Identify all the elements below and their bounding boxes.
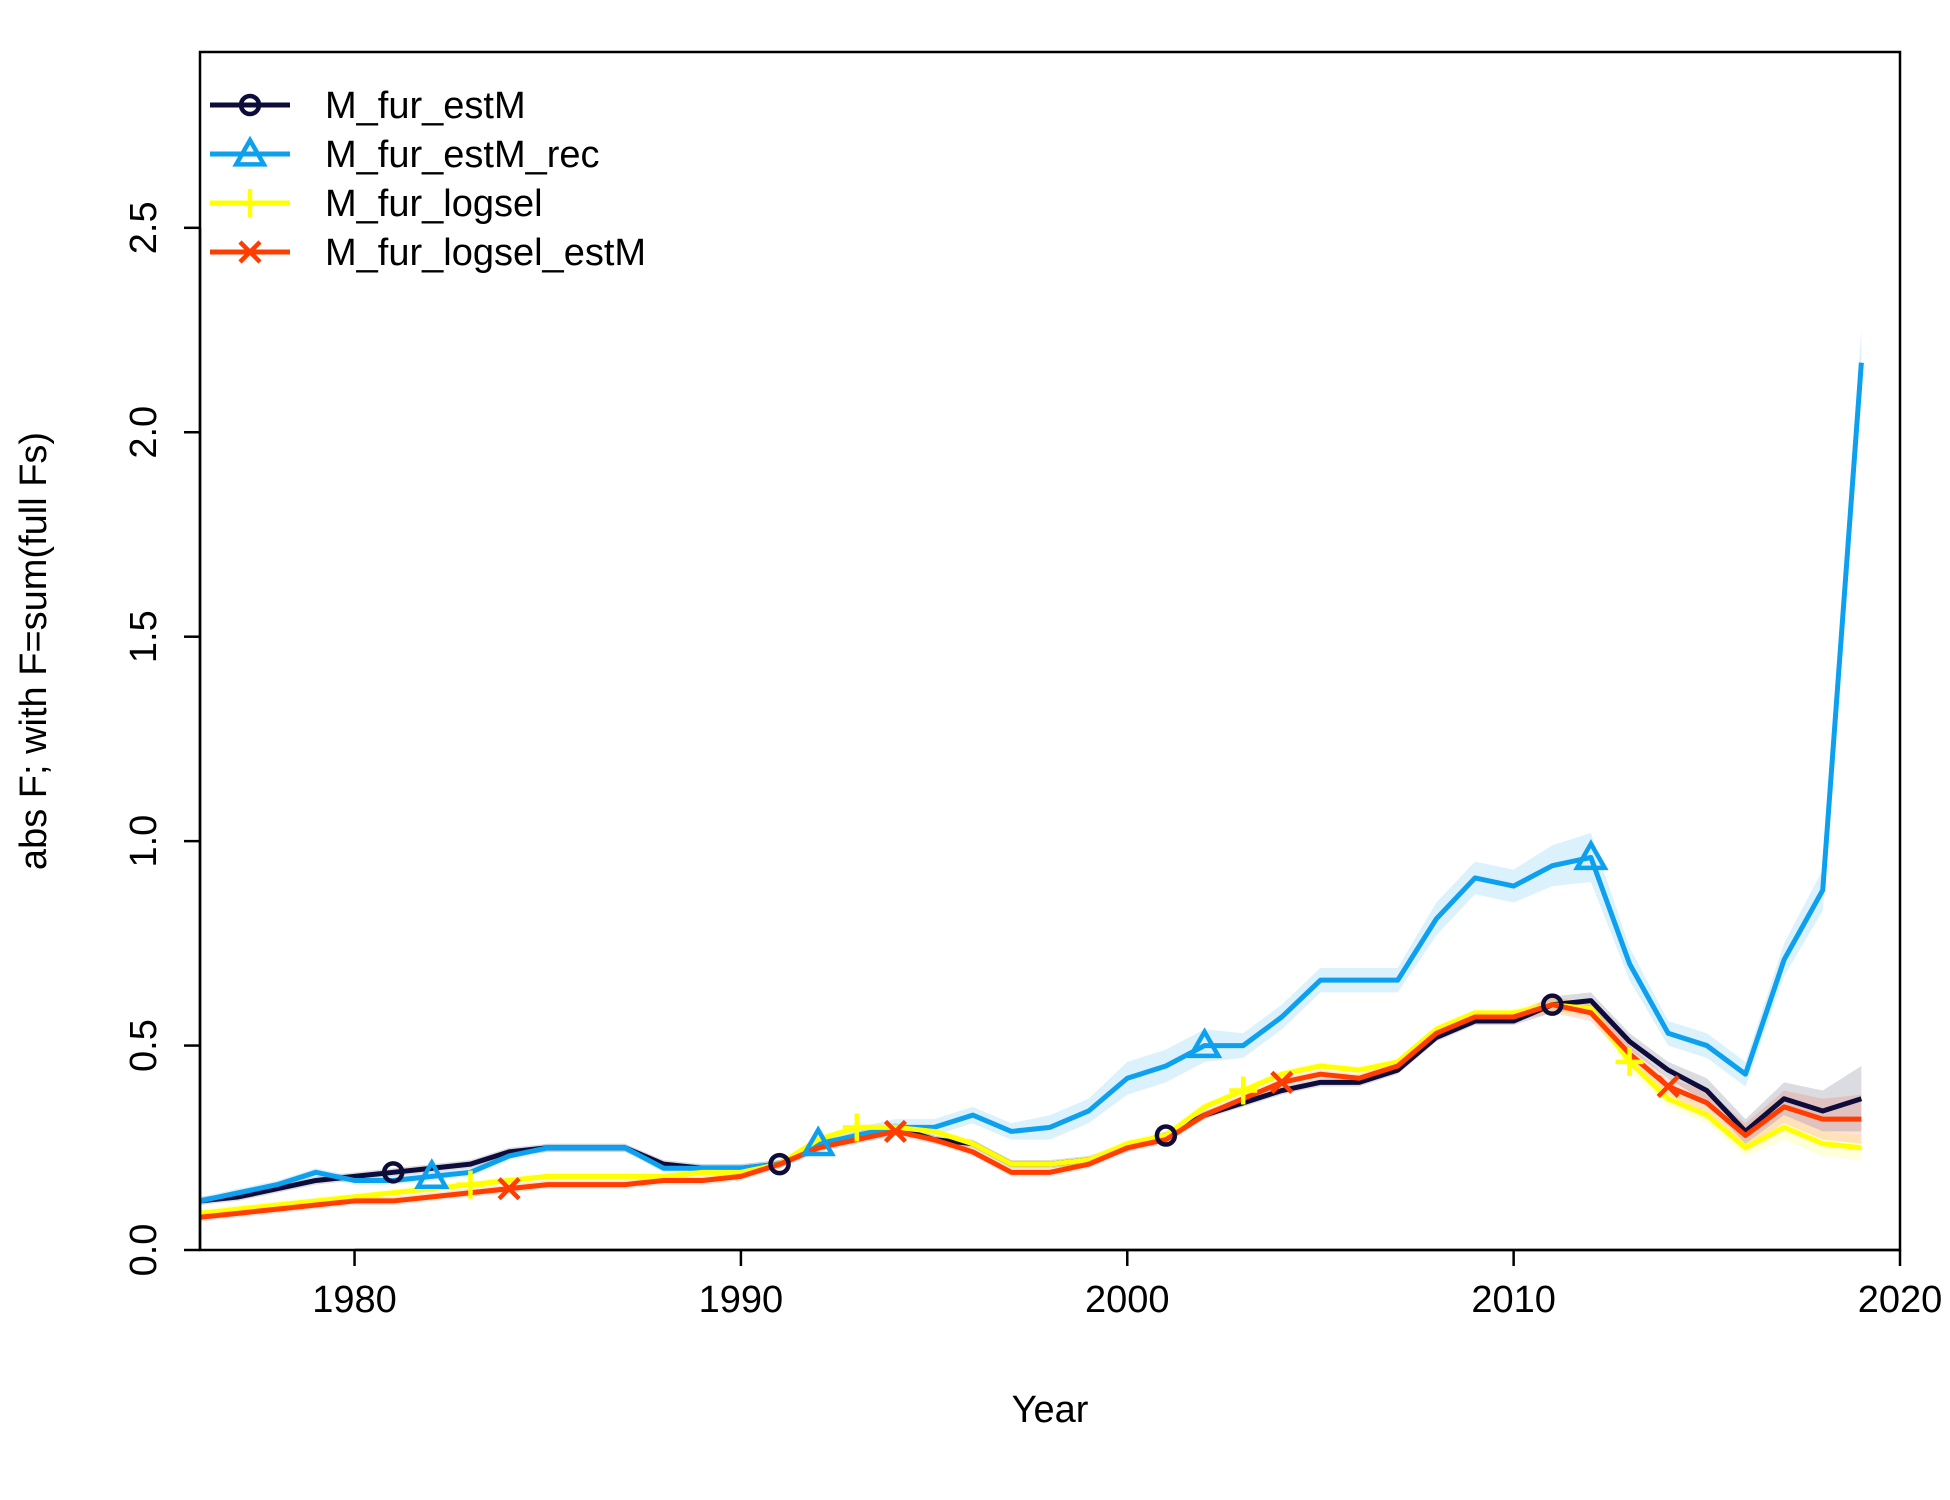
x-tick-label: 2010 <box>1471 1279 1556 1321</box>
y-tick-label: 1.0 <box>123 815 165 868</box>
legend-marker-1 <box>232 135 268 167</box>
series-point-0 <box>1541 993 1564 1016</box>
x-tick-label: 2000 <box>1085 1279 1170 1321</box>
legend: M_fur_estM M_fur_estM_rec M_fur_logsel M_fu… <box>210 85 646 274</box>
series-point-3 <box>497 1177 521 1201</box>
series-point-1 <box>800 1125 836 1157</box>
y-axis-label: abs F; with F=sum(full Fs) <box>13 432 55 870</box>
series-markers <box>381 839 1680 1201</box>
y-axis: 0.0 0.5 1.0 1.5 2.0 2.5 <box>123 201 202 1277</box>
series-point-0 <box>768 1152 791 1176</box>
x-tick-label: 1990 <box>699 1279 784 1321</box>
series-band-0 <box>200 992 1862 1206</box>
y-tick-label: 2.5 <box>123 201 165 254</box>
series-point-0 <box>381 1161 405 1184</box>
legend-label-2: M_fur_logsel <box>325 183 543 225</box>
confidence-bands <box>200 330 1862 1222</box>
series-lines <box>199 362 1864 1220</box>
series-point-2 <box>1615 1047 1644 1076</box>
x-axis: 1980 1990 2000 2010 2020 <box>312 1248 1943 1321</box>
y-tick-label: 2.0 <box>123 406 165 459</box>
series-point-2 <box>456 1170 485 1199</box>
series-band-1 <box>200 330 1862 1206</box>
series-line-3 <box>199 1002 1862 1220</box>
y-tick-label: 0.0 <box>123 1224 165 1277</box>
legend-marker-3 <box>238 240 262 264</box>
x-tick-label: 1980 <box>312 1279 397 1321</box>
y-tick-label: 0.5 <box>123 1019 165 1072</box>
series-point-3 <box>1656 1074 1680 1099</box>
series-point-3 <box>1270 1070 1294 1094</box>
series-point-1 <box>1186 1027 1223 1059</box>
legend-label-3: M_fur_logsel_estM <box>325 232 646 274</box>
series-point-3 <box>883 1119 908 1144</box>
series-point-2 <box>1229 1076 1258 1105</box>
series-point-1 <box>414 1158 450 1190</box>
series-line-1 <box>199 362 1864 1204</box>
x-axis-label: Year <box>1012 1389 1089 1431</box>
legend-label-0: M_fur_estM <box>325 85 526 127</box>
x-tick-label: 2020 <box>1858 1279 1943 1321</box>
y-tick-label: 1.5 <box>123 610 165 663</box>
legend-label-1: M_fur_estM_rec <box>325 134 600 176</box>
series-point-0 <box>1154 1124 1178 1147</box>
legend-marker-0 <box>238 93 262 117</box>
series-point-2 <box>842 1113 871 1142</box>
legend-marker-2 <box>236 189 264 217</box>
series-point-1 <box>1573 839 1609 871</box>
